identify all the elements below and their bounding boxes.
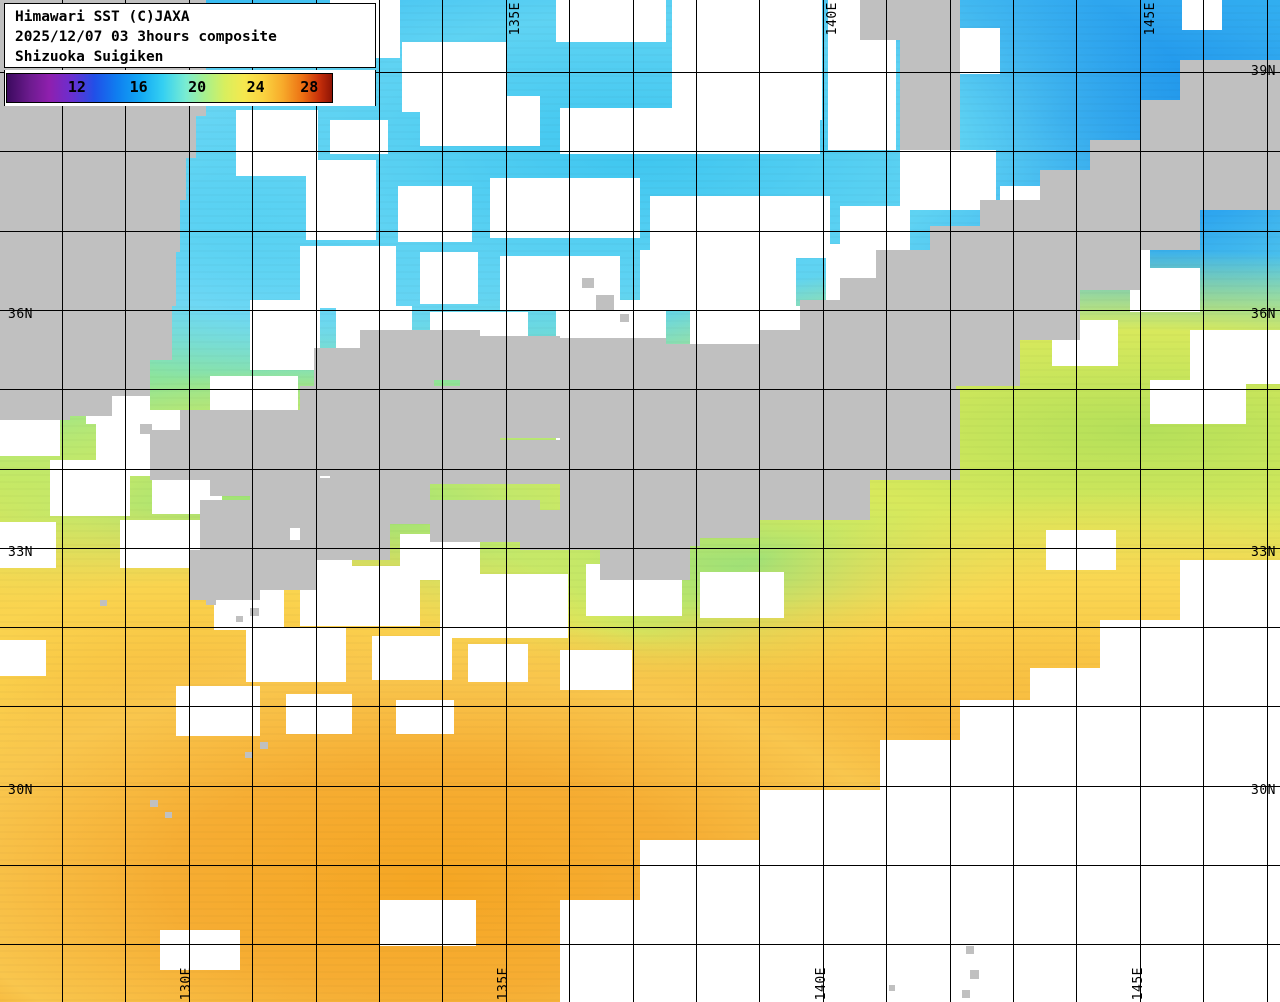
latitude-label-left: 33N [8,545,33,560]
longitude-label-top: 145E [1143,2,1158,36]
colorbar-tick-20: 20 [188,78,207,96]
colorbar-tick-28: 28 [300,78,319,96]
title-box: Himawari SST (C)JAXA 2025/12/07 03 3hour… [4,3,376,68]
longitude-label-bottom: 135E [496,966,511,1000]
latitude-label-right: 30N [1251,783,1276,798]
title-line-source: Shizuoka Suigiken [15,49,164,65]
longitude-label-bottom: 140E [814,966,829,1000]
colorbar-box: 12 16 20 24 28 [4,70,376,106]
title-line-product: Himawari SST (C)JAXA [15,9,190,25]
colorbar-gradient [7,74,332,102]
temperature-colorbar: 12 16 20 24 28 [6,73,333,103]
longitude-label-top: 135E [508,2,523,36]
latitude-label-right: 39N [1251,64,1276,79]
latitude-label-left: 30N [8,783,33,798]
longitude-label-top: 140E [825,2,840,36]
latitude-label-right: 36N [1251,307,1276,322]
colorbar-tick-24: 24 [246,78,265,96]
title-line-datetime: 2025/12/07 03 3hours composite [15,29,277,45]
colorbar-tick-12: 12 [67,78,86,96]
latitude-label-right: 33N [1251,545,1276,560]
longitude-label-bottom: 145E [1131,966,1146,1000]
longitude-label-bottom: 130E [179,966,194,1000]
latitude-label-left: 36N [8,307,33,322]
colorbar-tick-16: 16 [129,78,148,96]
